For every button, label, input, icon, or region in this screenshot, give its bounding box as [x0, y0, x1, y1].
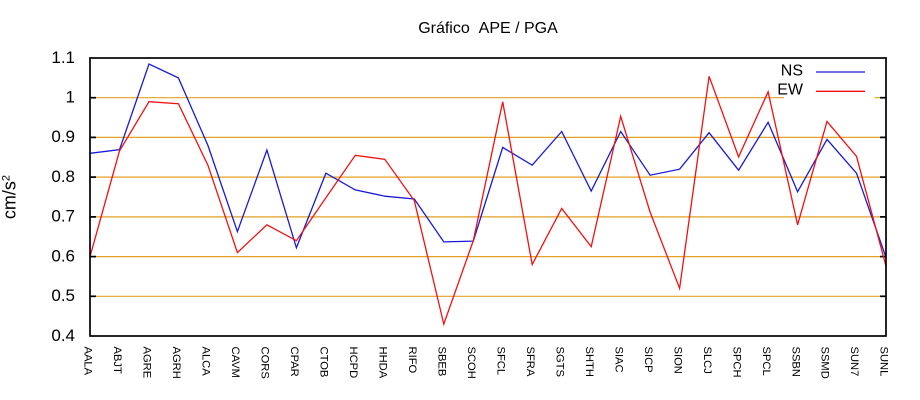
- svg-text:1.1: 1.1: [51, 48, 75, 67]
- svg-text:SGTS: SGTS: [553, 347, 565, 377]
- svg-text:ABJT: ABJT: [111, 347, 123, 375]
- svg-text:SSBN: SSBN: [789, 347, 801, 377]
- svg-text:0.8: 0.8: [51, 167, 75, 186]
- svg-text:SSMD: SSMD: [819, 347, 831, 379]
- svg-text:0.7: 0.7: [51, 207, 75, 226]
- svg-text:SUNL: SUNL: [878, 347, 890, 377]
- svg-text:AALA: AALA: [82, 347, 94, 376]
- svg-text:AGRH: AGRH: [170, 347, 182, 379]
- svg-text:SICP: SICP: [642, 347, 654, 373]
- svg-text:SHTH: SHTH: [583, 347, 595, 377]
- svg-text:SCOH: SCOH: [465, 347, 477, 379]
- svg-text:SIAC: SIAC: [612, 347, 624, 373]
- svg-text:cm/s2: cm/s2: [0, 175, 20, 219]
- svg-text:ALCA: ALCA: [200, 347, 212, 377]
- svg-text:CAVM: CAVM: [229, 347, 241, 379]
- svg-text:SUN7: SUN7: [848, 347, 860, 377]
- svg-text:1: 1: [66, 88, 75, 107]
- svg-text:HCPD: HCPD: [347, 347, 359, 379]
- svg-text:SPCL: SPCL: [760, 347, 772, 376]
- svg-text:SPCH: SPCH: [730, 347, 742, 378]
- svg-text:CTOB: CTOB: [318, 347, 330, 378]
- svg-text:SLCJ: SLCJ: [701, 347, 713, 374]
- svg-text:SBEB: SBEB: [436, 347, 448, 377]
- svg-text:NS: NS: [781, 63, 803, 80]
- svg-text:CPAR: CPAR: [288, 347, 300, 377]
- svg-text:SFCL: SFCL: [494, 347, 506, 376]
- svg-text:RIFO: RIFO: [406, 347, 418, 374]
- svg-text:AGRE: AGRE: [141, 347, 153, 379]
- svg-text:0.6: 0.6: [51, 246, 75, 265]
- svg-text:SION: SION: [671, 347, 683, 374]
- svg-text:EW: EW: [777, 82, 804, 99]
- svg-text:Gráfico APE / PGA: Gráfico APE / PGA: [418, 20, 558, 37]
- svg-text:0.9: 0.9: [51, 127, 75, 146]
- svg-text:0.4: 0.4: [51, 326, 75, 345]
- svg-text:SFRA: SFRA: [524, 347, 536, 377]
- svg-text:HHDA: HHDA: [377, 347, 389, 379]
- svg-text:0.5: 0.5: [51, 286, 75, 305]
- svg-text:CORS: CORS: [259, 347, 271, 379]
